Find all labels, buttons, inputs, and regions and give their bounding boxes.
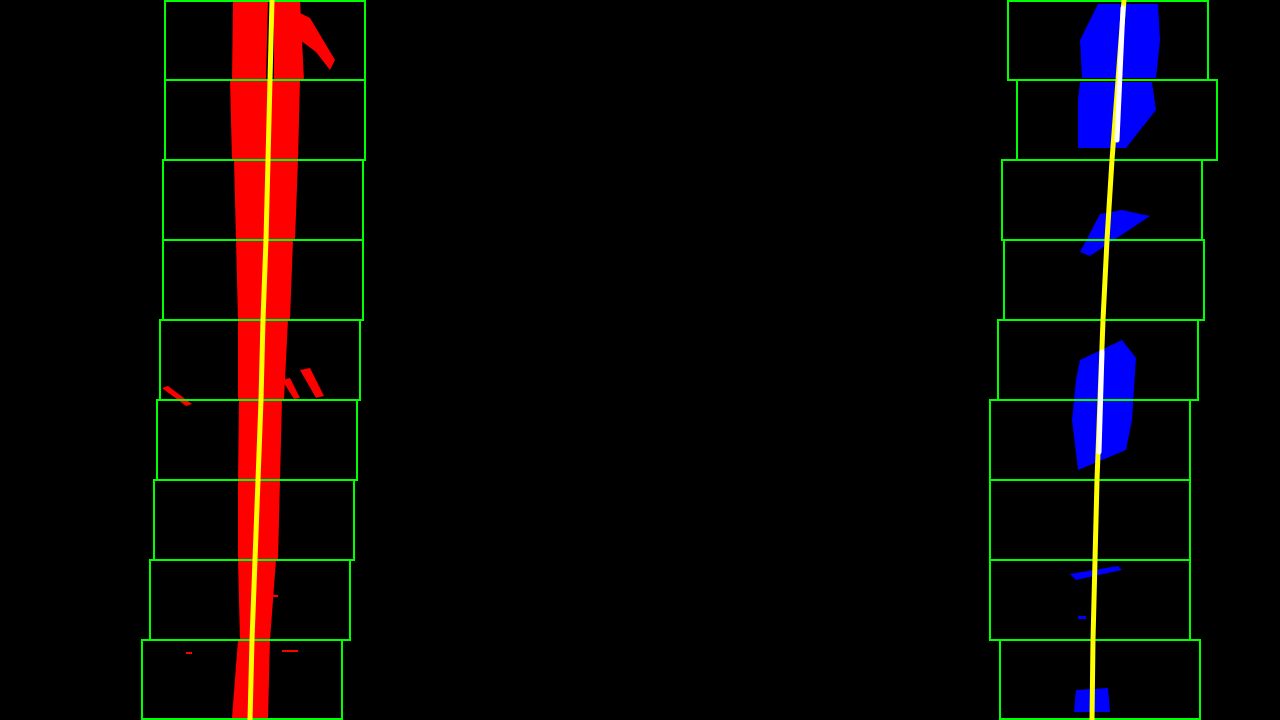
left-fit-curve — [247, 0, 275, 720]
right-fit-overlap — [1096, 5, 1126, 455]
left-window-9 — [141, 639, 343, 720]
right-window-9 — [999, 639, 1201, 720]
right-search-windows — [989, 0, 1218, 720]
